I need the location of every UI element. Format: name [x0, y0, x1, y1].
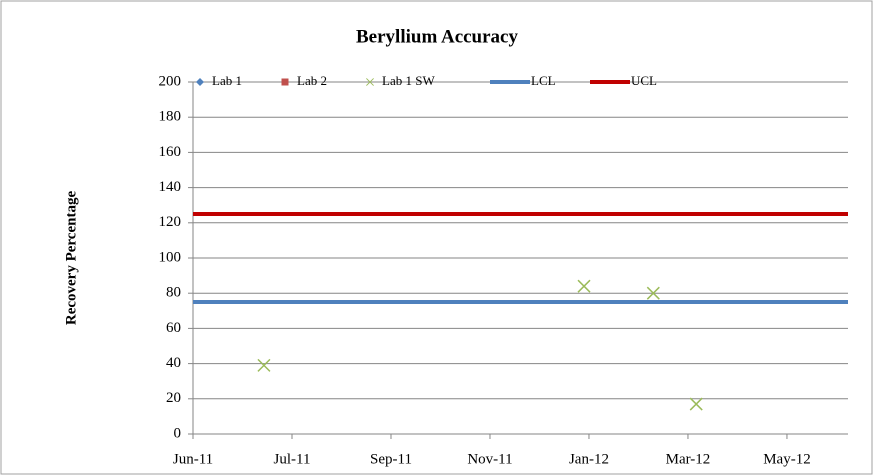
legend-label: Lab 1 SW: [382, 73, 435, 88]
marker: [257, 358, 271, 372]
marker: [646, 286, 660, 300]
x-tick-label: Jul-11: [274, 451, 311, 467]
x-tick-label: Jun-11: [173, 451, 213, 467]
y-tick-label: 200: [159, 73, 182, 89]
y-tick-label: 120: [159, 214, 182, 230]
legend-label: Lab 1: [212, 73, 242, 88]
x-tick-label: Jan-12: [569, 451, 609, 467]
y-tick-label: 20: [166, 390, 181, 406]
x-tick-label: Nov-11: [467, 451, 512, 467]
y-tick-label: 60: [166, 320, 181, 336]
x-tick-label: Sep-11: [370, 451, 412, 467]
legend-swatch: [281, 78, 289, 86]
chart-title: Beryllium Accuracy: [356, 26, 518, 47]
marker: [577, 279, 591, 293]
y-tick-label: 40: [166, 355, 181, 371]
legend-swatch: [196, 78, 204, 86]
y-tick-label: 140: [159, 179, 182, 195]
x-tick-label: Mar-12: [666, 451, 711, 467]
legend-label: UCL: [631, 73, 657, 88]
y-axis-label: Recovery Percentage: [63, 191, 79, 326]
y-tick-label: 160: [159, 144, 182, 160]
x-tick-label: May-12: [763, 451, 811, 467]
y-tick-label: 80: [166, 285, 181, 301]
legend-swatch: [366, 78, 374, 86]
marker: [689, 397, 703, 411]
legend-label: Lab 2: [297, 73, 327, 88]
y-tick-label: 0: [174, 425, 182, 441]
y-tick-label: 180: [159, 109, 182, 125]
legend-label: LCL: [531, 73, 556, 88]
y-tick-label: 100: [159, 249, 182, 265]
